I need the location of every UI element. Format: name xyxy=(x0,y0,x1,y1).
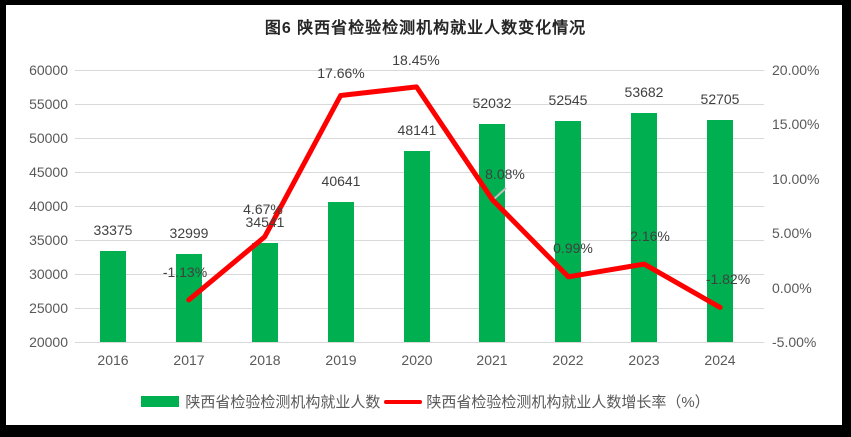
left-axis-tick: 35000 xyxy=(29,232,68,248)
left-axis-tick: 50000 xyxy=(29,130,68,146)
legend-line-label: 陕西省检验检测机构就业人数增长率（%） xyxy=(426,394,710,411)
legend: 陕西省检验检测机构就业人数 陕西省检验检测机构就业人数增长率（%） xyxy=(0,391,851,412)
bar-value-label: 34541 xyxy=(245,214,285,230)
chart-canvas: 图6 陕西省检验检测机构就业人数变化情况 60000 55000 50000 4500… xyxy=(6,5,842,425)
x-axis-tick: 2020 xyxy=(401,352,433,368)
right-axis-tick: 20.00% xyxy=(772,62,820,78)
left-axis-tick: 60000 xyxy=(29,62,68,78)
x-axis-tick: 2018 xyxy=(249,352,281,368)
chart-title: 图6 陕西省检验检测机构就业人数变化情况 xyxy=(264,20,587,37)
right-axis-tick: 0.00% xyxy=(772,280,812,296)
bar xyxy=(404,151,430,342)
gridline xyxy=(75,104,764,105)
bar-value-label: 48141 xyxy=(397,122,437,138)
line-value-label: 0.99% xyxy=(553,240,593,256)
line-value-label: 17.66% xyxy=(317,65,365,81)
bar-value-label: 52705 xyxy=(700,91,740,107)
bar xyxy=(479,124,505,342)
legend-line-swatch-icon xyxy=(384,399,423,404)
left-axis-tick: 20000 xyxy=(29,334,68,350)
line-value-label: 18.45% xyxy=(392,52,440,68)
bar-value-label: 52032 xyxy=(472,95,512,111)
gridline xyxy=(75,138,764,139)
right-axis-tick: 10.00% xyxy=(772,171,820,187)
x-axis-tick: 2017 xyxy=(173,352,205,368)
x-axis-tick: 2024 xyxy=(704,352,736,368)
legend-bar-swatch-icon xyxy=(141,396,180,407)
x-axis-tick: 2021 xyxy=(476,352,508,368)
left-axis-tick: 30000 xyxy=(29,266,68,282)
line-value-label: 8.08% xyxy=(485,166,525,182)
bar xyxy=(100,251,126,342)
x-axis-tick: 2016 xyxy=(97,352,129,368)
gridline xyxy=(75,342,764,343)
x-axis-tick: 2023 xyxy=(628,352,660,368)
bar-value-label: 40641 xyxy=(321,173,361,189)
line-value-label: 4.67% xyxy=(243,201,283,217)
bar xyxy=(252,243,278,342)
right-axis-tick: 15.00% xyxy=(772,116,820,132)
bar-value-label: 32999 xyxy=(169,225,209,241)
bar xyxy=(328,202,354,342)
line-value-label: -1.13% xyxy=(162,264,208,280)
bar xyxy=(555,121,581,342)
left-axis-tick: 45000 xyxy=(29,164,68,180)
legend-bar-label: 陕西省检验检测机构就业人数 xyxy=(185,394,381,411)
bar-value-label: 52545 xyxy=(548,92,588,108)
bar xyxy=(707,120,733,342)
gridline xyxy=(75,70,764,71)
line-value-label: 2.16% xyxy=(630,228,670,244)
x-axis-tick: 2022 xyxy=(552,352,584,368)
line-value-label: -1.82% xyxy=(705,271,751,287)
bar-value-label: 53682 xyxy=(624,84,664,100)
left-axis-tick: 25000 xyxy=(29,300,68,316)
right-axis-tick: 5.00% xyxy=(772,225,812,241)
bar-value-label: 33375 xyxy=(93,222,133,238)
right-axis-tick: -5.00% xyxy=(772,334,817,350)
left-axis-tick: 55000 xyxy=(29,96,68,112)
left-axis-tick: 40000 xyxy=(29,198,68,214)
x-axis-tick: 2019 xyxy=(325,352,357,368)
